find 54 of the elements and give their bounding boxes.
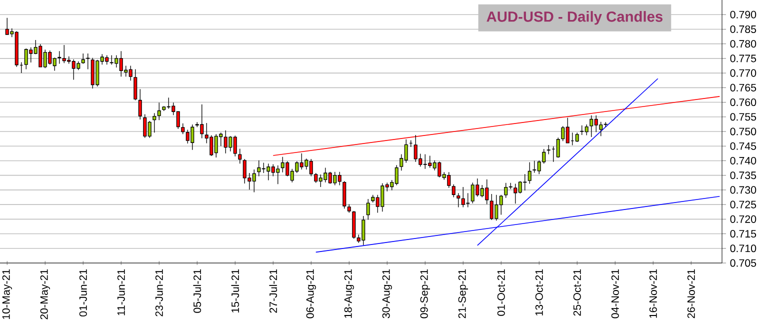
text: AUD-USD - Daily Candles bbox=[486, 11, 663, 25]
x-tick-label: 01-Jun-21 bbox=[79, 269, 87, 316]
x-tick-label: 25-Oct-21 bbox=[573, 269, 581, 316]
x-tick-label: 06-Aug-21 bbox=[306, 269, 316, 318]
candlestick bbox=[546, 144, 550, 155]
x-tick-label: 15-Jul-21 bbox=[231, 269, 240, 312]
candlestick bbox=[238, 148, 242, 164]
x-tick-label: 05-Jul-21 bbox=[193, 269, 202, 313]
y-tick-label: 0.745 bbox=[730, 142, 756, 150]
x-tick-label: 27-Jul-21 bbox=[269, 269, 278, 313]
x-tick-label: 16-Nov-21 bbox=[649, 269, 657, 318]
x-tick-label: 09-Sep-21 bbox=[420, 269, 430, 318]
x-tick-label: 01-Oct-21 bbox=[497, 269, 505, 316]
candlestick bbox=[452, 184, 456, 198]
y-tick-label: 0.720 bbox=[730, 215, 756, 223]
y-tick-label: 0.730 bbox=[730, 186, 756, 194]
candlestick bbox=[81, 53, 85, 64]
y-tick-label: 0.775 bbox=[730, 54, 756, 62]
candlestick bbox=[157, 102, 161, 120]
candlestick bbox=[86, 53, 90, 70]
y-tick-label: 0.725 bbox=[730, 200, 756, 208]
candlestick bbox=[342, 180, 346, 209]
x-tick-label: 18-Aug-21 bbox=[344, 269, 354, 318]
candlestick bbox=[152, 112, 156, 134]
y-tick-label: 0.790 bbox=[730, 10, 756, 18]
y-tick-label: 0.740 bbox=[730, 156, 756, 164]
y-tick-label: 0.765 bbox=[730, 84, 756, 92]
x-tick-label: 04-Nov-21 bbox=[611, 269, 619, 318]
x-tick-label: 21-Sep-21 bbox=[458, 269, 468, 318]
x-tick-label: 23-Jun-21 bbox=[155, 269, 163, 316]
y-tick-label: 0.735 bbox=[730, 172, 756, 180]
y-tick-label: 0.705 bbox=[730, 259, 756, 267]
x-tick-label: 13-Oct-21 bbox=[535, 269, 543, 316]
y-tick-label: 0.755 bbox=[730, 113, 756, 121]
candlestick bbox=[556, 137, 560, 158]
x-tick-label: 10-May-21 bbox=[2, 269, 12, 319]
candlestick bbox=[138, 88, 142, 120]
y-tick-label: 0.785 bbox=[730, 25, 756, 34]
x-tick-label: 11-Jun-21 bbox=[117, 269, 125, 316]
y-tick-label: 0.710 bbox=[730, 244, 756, 252]
x-tick-label: 20-May-21 bbox=[40, 269, 50, 320]
candlestick bbox=[575, 132, 579, 142]
candlestick bbox=[134, 68, 138, 101]
candlestick bbox=[528, 162, 532, 184]
candlestick bbox=[181, 122, 185, 134]
y-tick-label: 0.715 bbox=[730, 230, 756, 238]
y-tick-label: 0.750 bbox=[730, 128, 756, 136]
y-tick-label: 0.780 bbox=[730, 40, 756, 48]
x-tick-label: 26-Nov-21 bbox=[687, 269, 695, 318]
y-tick-label: 0.760 bbox=[730, 98, 756, 106]
candlestick bbox=[366, 198, 370, 220]
y-tick-label: 0.770 bbox=[730, 69, 756, 77]
x-tick-label: 30-Aug-21 bbox=[382, 269, 392, 318]
candlestick bbox=[456, 192, 460, 208]
